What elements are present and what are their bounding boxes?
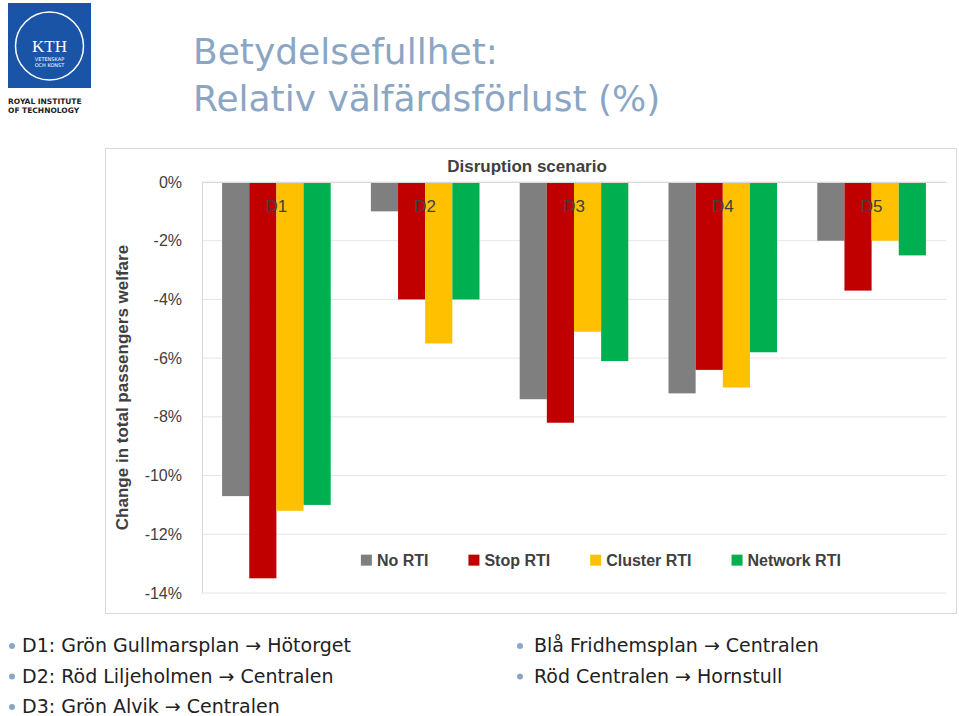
- y-tick-label: -10%: [145, 467, 182, 484]
- bullet-dot: [517, 643, 523, 649]
- grid-line: [202, 593, 946, 594]
- logo-name: OF TECHNOLOGY: [8, 106, 80, 115]
- y-tick-label: -6%: [154, 350, 182, 367]
- y-tick: -12%: [145, 526, 202, 543]
- legend-swatch: [468, 555, 479, 566]
- y-tick: -14%: [145, 585, 202, 602]
- y-tick-label: -8%: [154, 408, 182, 425]
- chart-frame: [106, 149, 957, 614]
- y-tick-label: -14%: [145, 585, 182, 602]
- x-axis-line: [203, 182, 947, 183]
- x-tick-label: D4: [712, 197, 734, 216]
- logo-text: KTH: [32, 37, 67, 56]
- y-tick-label: 0%: [159, 174, 182, 191]
- y-tick-label: -12%: [145, 526, 182, 543]
- legend-item: Stop RTI: [468, 552, 550, 569]
- bar: [601, 182, 628, 361]
- bullet-text: Blå Fridhemsplan → Centralen: [534, 634, 819, 656]
- bullet-dot: [9, 704, 15, 710]
- y-tick: -10%: [145, 467, 202, 484]
- bar: [371, 182, 398, 211]
- legend-label: Cluster RTI: [606, 552, 691, 569]
- bullet-text: D3: Grön Alvik → Centralen: [22, 695, 280, 716]
- legend-label: No RTI: [377, 552, 429, 569]
- bar: [899, 182, 926, 255]
- logo-name: ROYAL INSTITUTE: [8, 97, 82, 106]
- bullet-text: D1: Grön Gullmarsplan → Hötorget: [22, 634, 351, 656]
- bar: [452, 182, 479, 299]
- slide-title: Betydelsefullhet:: [193, 31, 498, 72]
- logo-emblem: [16, 12, 84, 80]
- x-tick: D2: [414, 182, 436, 216]
- x-tick-label: D2: [414, 197, 436, 216]
- grid-line: [202, 182, 946, 183]
- grid: [202, 182, 946, 593]
- y-axis: -14% -12% -10% -8% -6% -4% -2% 0%: [145, 174, 203, 602]
- x-tick-label: D3: [563, 197, 585, 216]
- legend-item: Cluster RTI: [590, 552, 691, 569]
- legend-label: Stop RTI: [484, 552, 550, 569]
- bar: [668, 182, 695, 393]
- y-tick-label: -4%: [154, 291, 182, 308]
- legend-swatch: [590, 555, 601, 566]
- y-tick: 0%: [159, 174, 202, 191]
- bullet-text: D2: Röd Liljeholmen → Centralen: [22, 665, 333, 687]
- series: [276, 182, 898, 511]
- legend-item: Network RTI: [732, 552, 841, 569]
- bar: [276, 182, 303, 511]
- y-tick: -8%: [154, 408, 202, 425]
- x-axis: D1 D2 D3 D4 D5: [203, 182, 947, 216]
- x-tick: D3: [563, 182, 585, 216]
- legend-label: Network RTI: [748, 552, 841, 569]
- bullet-dot: [517, 674, 523, 680]
- y-axis-title: Change in total passengers welfare: [113, 245, 132, 530]
- series: [304, 182, 926, 505]
- y-tick: -4%: [154, 291, 202, 308]
- bar: [304, 182, 331, 505]
- chart: -14% -12% -10% -8% -6% -4% -2% 0% Change in tota…: [106, 149, 957, 614]
- bullet-text: Röd Centralen → Hornstull: [534, 665, 782, 687]
- y-tick: -6%: [154, 350, 202, 367]
- bullet-dot: [9, 674, 15, 680]
- bullet-dot: [9, 643, 15, 649]
- x-tick: D5: [861, 182, 883, 216]
- legend: No RTI Stop RTI Cluster RTI Network RTI: [361, 552, 841, 569]
- y-axis-line: [202, 183, 203, 594]
- logo: KTHVETENSKAPOCH KONSTROYAL INSTITUTEOF T…: [8, 3, 91, 115]
- bar: [817, 182, 844, 241]
- series: [249, 182, 871, 578]
- grid-line: [202, 534, 946, 535]
- x-tick-label: D5: [861, 197, 883, 216]
- x-tick-label: D1: [266, 197, 288, 216]
- bar: [750, 182, 777, 352]
- y-tick: -2%: [154, 232, 202, 249]
- logo-box: [8, 3, 91, 88]
- legend-swatch: [361, 555, 372, 566]
- slide-title: Relativ välfärdsförlust (%): [193, 78, 660, 119]
- bar: [520, 182, 547, 399]
- chart-title: Disruption scenario: [447, 157, 607, 176]
- legend-swatch: [732, 555, 743, 566]
- legend-item: No RTI: [361, 552, 429, 569]
- bar: [249, 182, 276, 578]
- slide: KTHVETENSKAPOCH KONSTROYAL INSTITUTEOF T…: [0, 0, 959, 716]
- x-tick: D4: [712, 182, 734, 216]
- logo-motto: OCH KONST: [35, 62, 66, 68]
- bars: [222, 182, 926, 578]
- x-tick: D1: [266, 182, 288, 216]
- y-tick-label: -2%: [154, 232, 182, 249]
- bar: [547, 182, 574, 423]
- bar: [222, 182, 249, 496]
